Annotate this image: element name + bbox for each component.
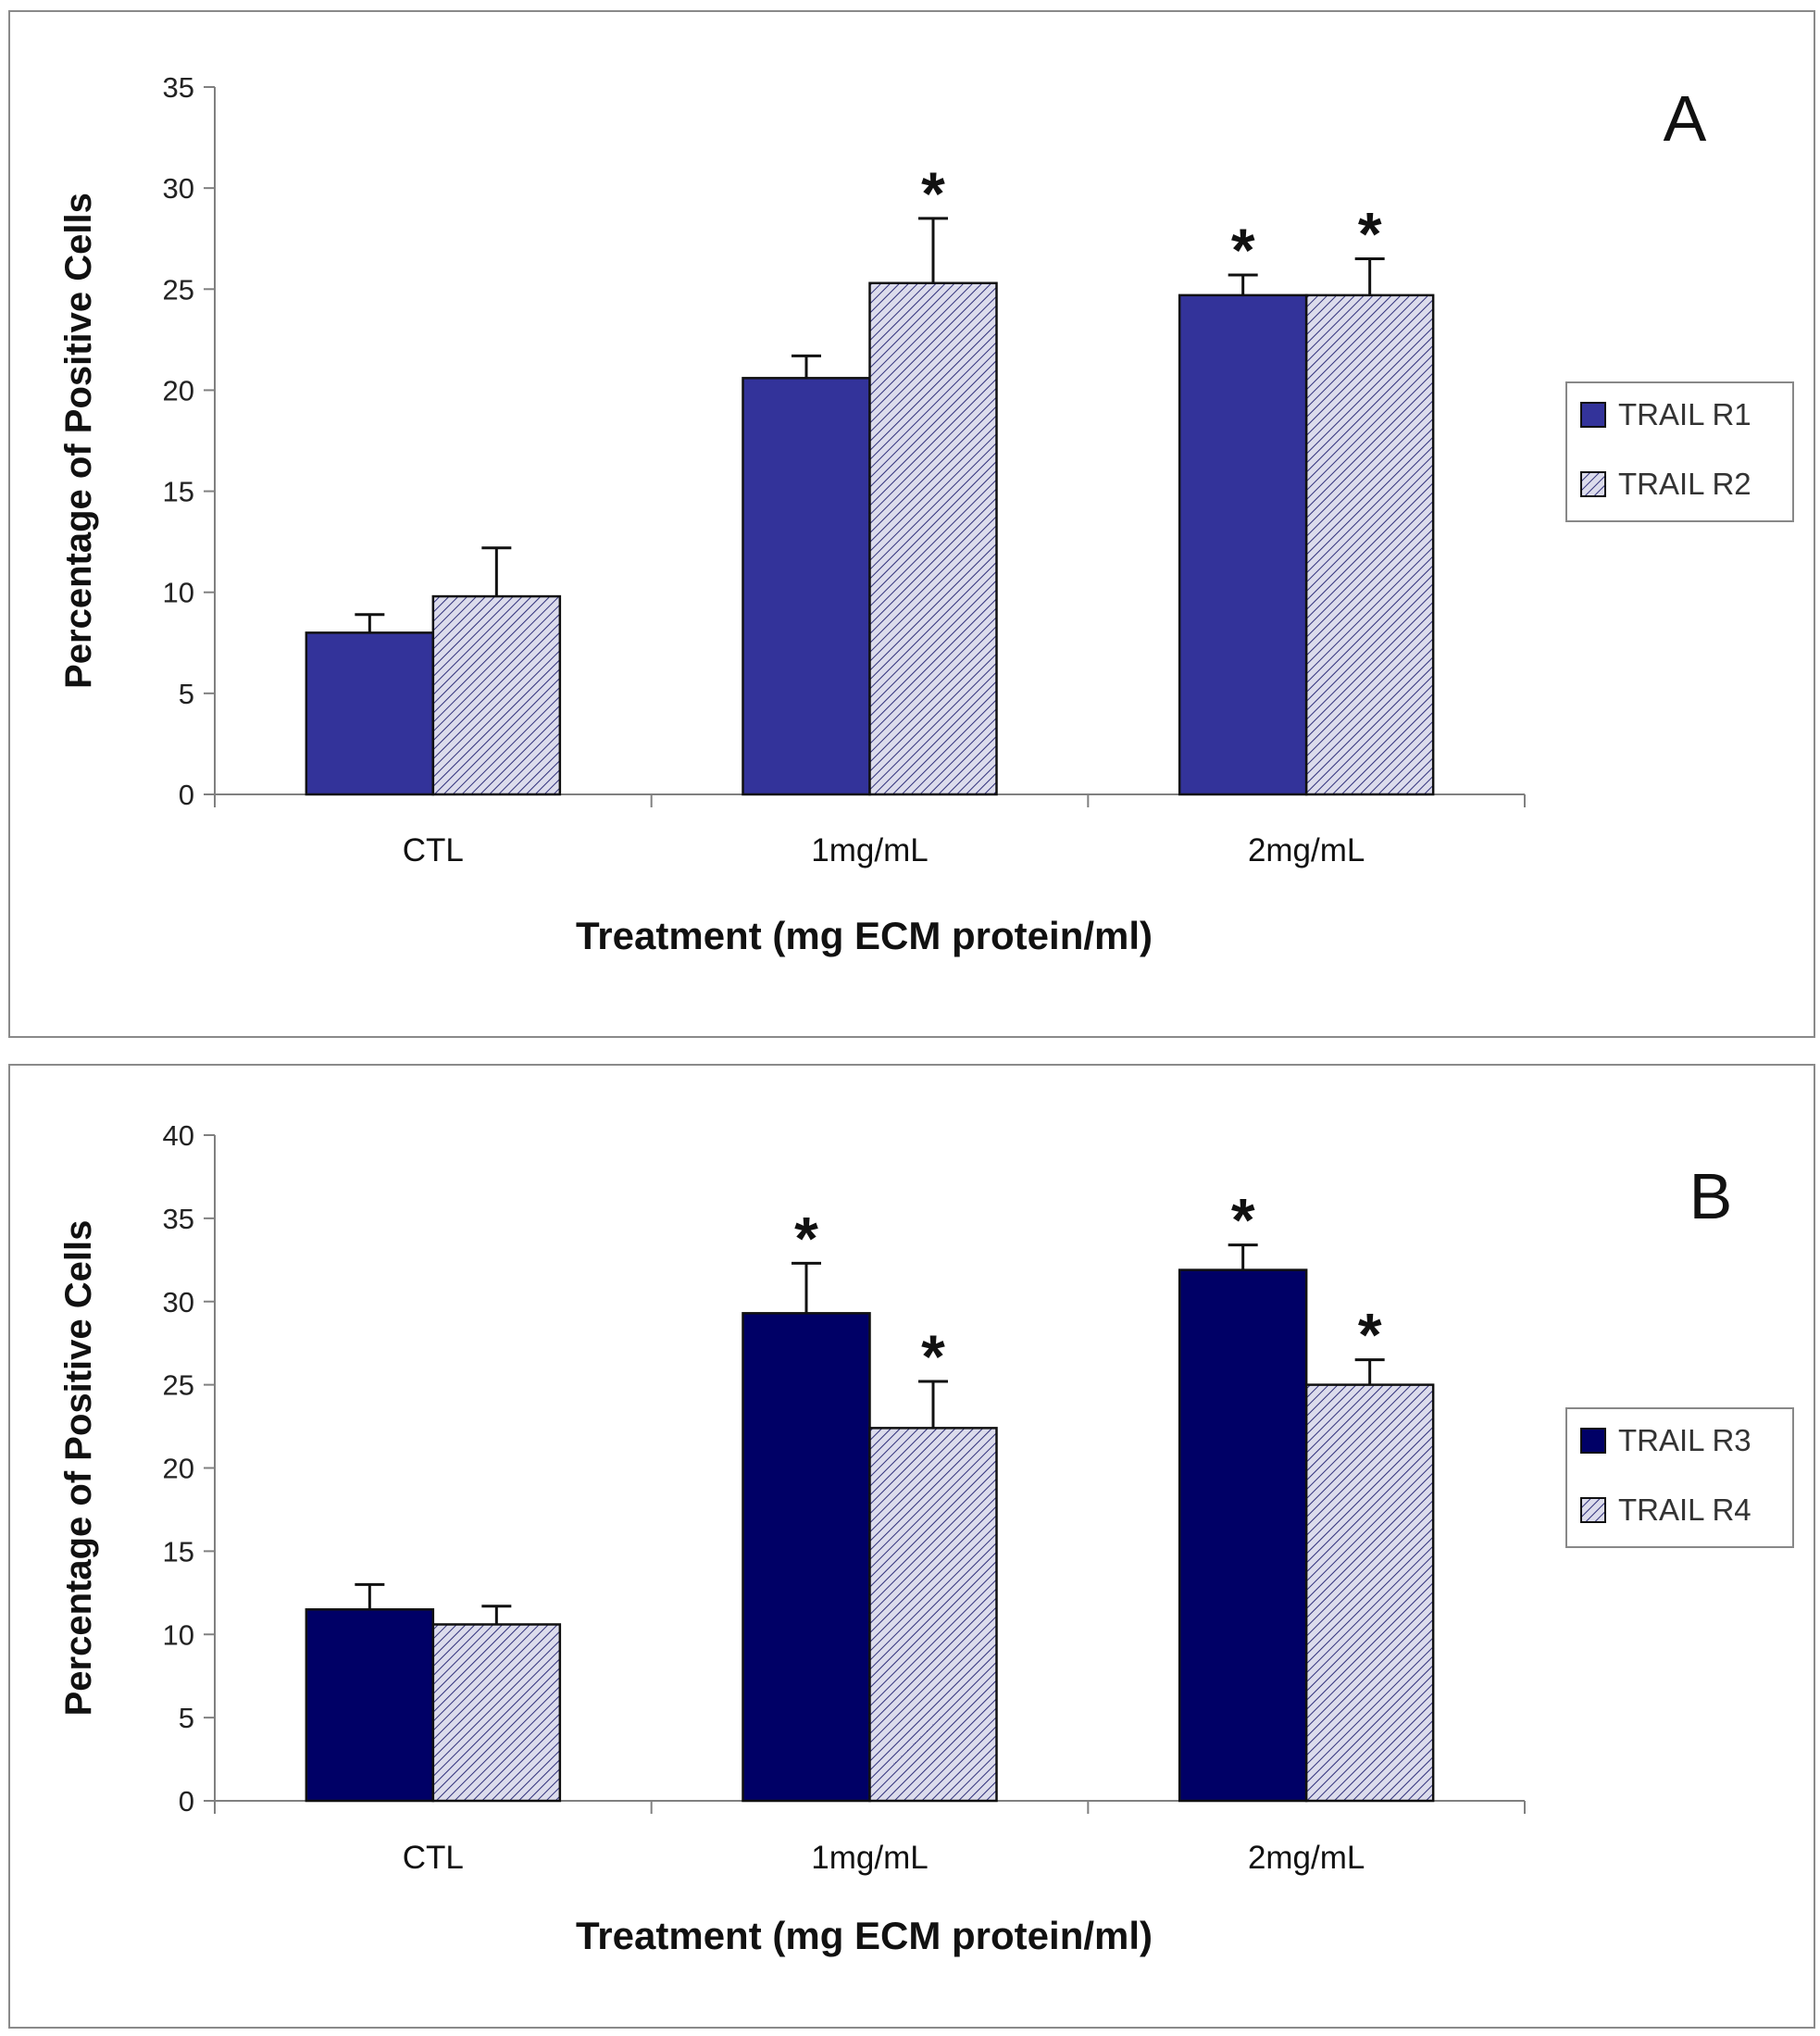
bar-trail-r4-2mg-ml	[1304, 1383, 1435, 1803]
bar-trail-r2-ctl	[431, 594, 562, 796]
y-tick-label: 20	[163, 1453, 194, 1485]
legend-label-trail-r2: TRAIL R2	[1618, 467, 1751, 501]
y-tick-label: 15	[163, 476, 194, 508]
y-tick-label: 40	[163, 1119, 194, 1152]
legend-label-trail-r3: TRAIL R3	[1618, 1423, 1751, 1457]
y-axis-title: Percentage of Positive Cells	[58, 193, 99, 689]
significance-star: *	[1358, 200, 1382, 269]
legend-swatch-trail-r2	[1580, 471, 1606, 497]
x-tick-label-ctl: CTL	[403, 832, 464, 868]
y-tick-label: 5	[179, 678, 194, 710]
bar-trail-r3-ctl	[305, 1608, 435, 1803]
bar-trail-r1-ctl	[305, 631, 435, 796]
x-axis-title: Treatment (mg ECM protein/ml)	[576, 1914, 1153, 1957]
significance-star: *	[921, 1322, 945, 1391]
significance-star: *	[794, 1204, 818, 1272]
x-tick-label-ctl: CTL	[403, 1840, 464, 1876]
significance-star: *	[1358, 1301, 1382, 1369]
significance-star: *	[1231, 1186, 1255, 1255]
significance-star: *	[1231, 216, 1255, 284]
y-axis-title: Percentage of Positive Cells	[58, 1220, 99, 1717]
bar-trail-r1-1mg-ml	[742, 377, 871, 796]
legend-label-trail-r1: TRAIL R1	[1618, 397, 1751, 431]
legend-swatch-trail-r3	[1580, 1428, 1606, 1454]
bar-trail-r1-2mg-ml	[1178, 294, 1308, 796]
y-tick-label: 35	[163, 71, 194, 104]
significance-star: *	[921, 159, 945, 228]
x-tick-label-2mg-ml: 2mg/mL	[1248, 1840, 1365, 1876]
x-tick-label-1mg-ml: 1mg/mL	[811, 1840, 928, 1876]
y-tick-label: 0	[179, 779, 194, 811]
legend-swatch-trail-r4	[1580, 1497, 1606, 1523]
x-tick-label-2mg-ml: 2mg/mL	[1248, 832, 1365, 868]
y-tick-label: 10	[163, 577, 194, 609]
y-tick-label: 20	[163, 374, 194, 406]
bar-trail-r3-2mg-ml	[1178, 1268, 1308, 1803]
bar-trail-r4-ctl	[431, 1623, 562, 1803]
y-tick-label: 15	[163, 1535, 194, 1568]
y-tick-label: 35	[163, 1203, 194, 1235]
y-tick-label: 0	[179, 1785, 194, 1817]
y-tick-label: 30	[163, 172, 194, 205]
y-tick-label: 25	[163, 273, 194, 306]
x-tick-label-1mg-ml: 1mg/mL	[811, 832, 928, 868]
chart-panel-b: 0 5 10 15 20 25 30 35 40 CTL 1mg/mL 2mg/mL * * * * Perce…	[8, 1064, 1815, 2029]
x-axis-title: Treatment (mg ECM protein/ml)	[576, 914, 1153, 957]
y-tick-label: 5	[179, 1702, 194, 1734]
panel-label: A	[1664, 82, 1707, 155]
bar-trail-r2-2mg-ml	[1304, 294, 1435, 796]
bar-trail-r4-1mg-ml	[868, 1427, 998, 1803]
bar-trail-r2-1mg-ml	[868, 281, 998, 796]
y-tick-label: 10	[163, 1618, 194, 1651]
y-tick-label: 25	[163, 1369, 194, 1402]
legend-label-trail-r4: TRAIL R4	[1618, 1493, 1751, 1527]
legend-swatch-trail-r1	[1580, 402, 1606, 428]
bar-trail-r3-1mg-ml	[742, 1312, 871, 1803]
panel-label: B	[1689, 1160, 1733, 1232]
y-tick-label: 30	[163, 1286, 194, 1318]
chart-panel-a: 0 5 10 15 20 25 30 35 CTL 1mg/mL 2mg/mL * * * Percenta…	[8, 10, 1815, 1038]
